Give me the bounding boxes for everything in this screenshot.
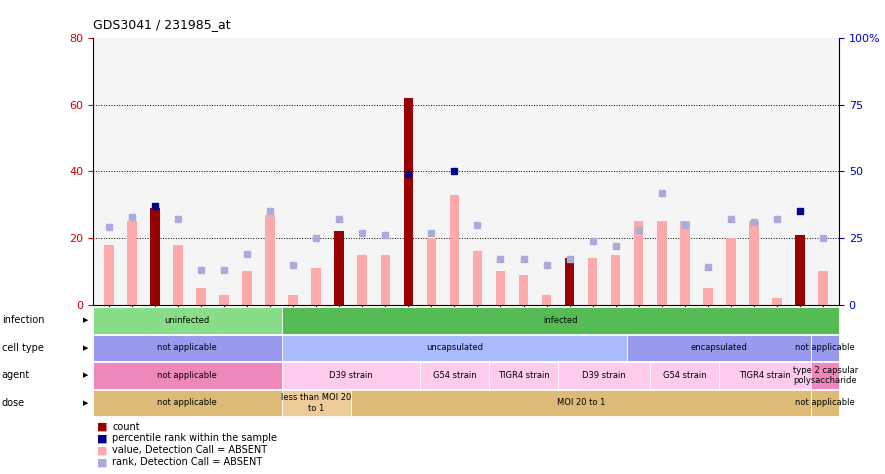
Bar xyxy=(565,258,574,305)
Bar xyxy=(795,235,804,305)
Text: type 2 capsular
polysaccharide: type 2 capsular polysaccharide xyxy=(793,366,858,385)
Bar xyxy=(219,295,229,305)
Text: value, Detection Call = ABSENT: value, Detection Call = ABSENT xyxy=(112,445,267,456)
Text: infection: infection xyxy=(2,315,44,326)
Text: G54 strain: G54 strain xyxy=(433,371,476,380)
Text: count: count xyxy=(112,421,140,432)
Text: ▶: ▶ xyxy=(83,345,88,351)
Text: agent: agent xyxy=(2,370,30,381)
Text: not applicable: not applicable xyxy=(158,371,217,380)
Bar xyxy=(772,298,781,305)
Bar xyxy=(680,221,689,305)
Bar xyxy=(611,255,620,305)
Bar xyxy=(127,221,137,305)
Text: ▶: ▶ xyxy=(83,373,88,378)
Text: infected: infected xyxy=(543,316,578,325)
Text: not applicable: not applicable xyxy=(158,399,217,407)
Text: dose: dose xyxy=(2,398,25,408)
Bar xyxy=(703,288,712,305)
Bar xyxy=(381,255,390,305)
Bar xyxy=(519,275,528,305)
Bar xyxy=(242,272,252,305)
Bar xyxy=(404,98,413,305)
Bar xyxy=(173,245,183,305)
Bar xyxy=(726,238,735,305)
Text: ▶: ▶ xyxy=(83,318,88,323)
Text: ■: ■ xyxy=(97,433,108,444)
Text: rank, Detection Call = ABSENT: rank, Detection Call = ABSENT xyxy=(112,457,263,467)
Bar xyxy=(496,272,505,305)
Text: encapsulated: encapsulated xyxy=(691,344,748,352)
Bar xyxy=(358,255,367,305)
Text: TIGR4 strain: TIGR4 strain xyxy=(497,371,550,380)
Text: GDS3041 / 231985_at: GDS3041 / 231985_at xyxy=(93,18,231,31)
Text: G54 strain: G54 strain xyxy=(663,371,706,380)
Bar xyxy=(312,268,321,305)
Bar xyxy=(818,272,827,305)
Bar xyxy=(150,208,160,305)
Bar xyxy=(104,245,114,305)
Text: D39 strain: D39 strain xyxy=(582,371,626,380)
Text: uninfected: uninfected xyxy=(165,316,210,325)
Bar xyxy=(473,251,482,305)
Text: cell type: cell type xyxy=(2,343,43,353)
Bar xyxy=(749,221,758,305)
Bar xyxy=(289,295,298,305)
Text: TIGR4 strain: TIGR4 strain xyxy=(740,371,791,380)
Text: less than MOI 20
to 1: less than MOI 20 to 1 xyxy=(281,393,351,412)
Text: not applicable: not applicable xyxy=(158,344,217,352)
Bar xyxy=(634,221,643,305)
Text: ■: ■ xyxy=(97,421,108,432)
Text: ■: ■ xyxy=(97,445,108,456)
Text: D39 strain: D39 strain xyxy=(329,371,373,380)
Bar xyxy=(335,231,344,305)
Bar xyxy=(542,295,551,305)
Text: ▶: ▶ xyxy=(83,400,88,406)
Text: uncapsulated: uncapsulated xyxy=(426,344,483,352)
Text: not applicable: not applicable xyxy=(796,399,855,407)
Bar xyxy=(588,258,597,305)
Bar xyxy=(427,238,436,305)
Text: ■: ■ xyxy=(97,457,108,467)
Text: MOI 20 to 1: MOI 20 to 1 xyxy=(557,399,605,407)
Bar xyxy=(450,195,459,305)
Bar xyxy=(657,221,666,305)
Text: not applicable: not applicable xyxy=(796,344,855,352)
Text: percentile rank within the sample: percentile rank within the sample xyxy=(112,433,277,444)
Bar xyxy=(266,215,275,305)
Bar xyxy=(196,288,206,305)
